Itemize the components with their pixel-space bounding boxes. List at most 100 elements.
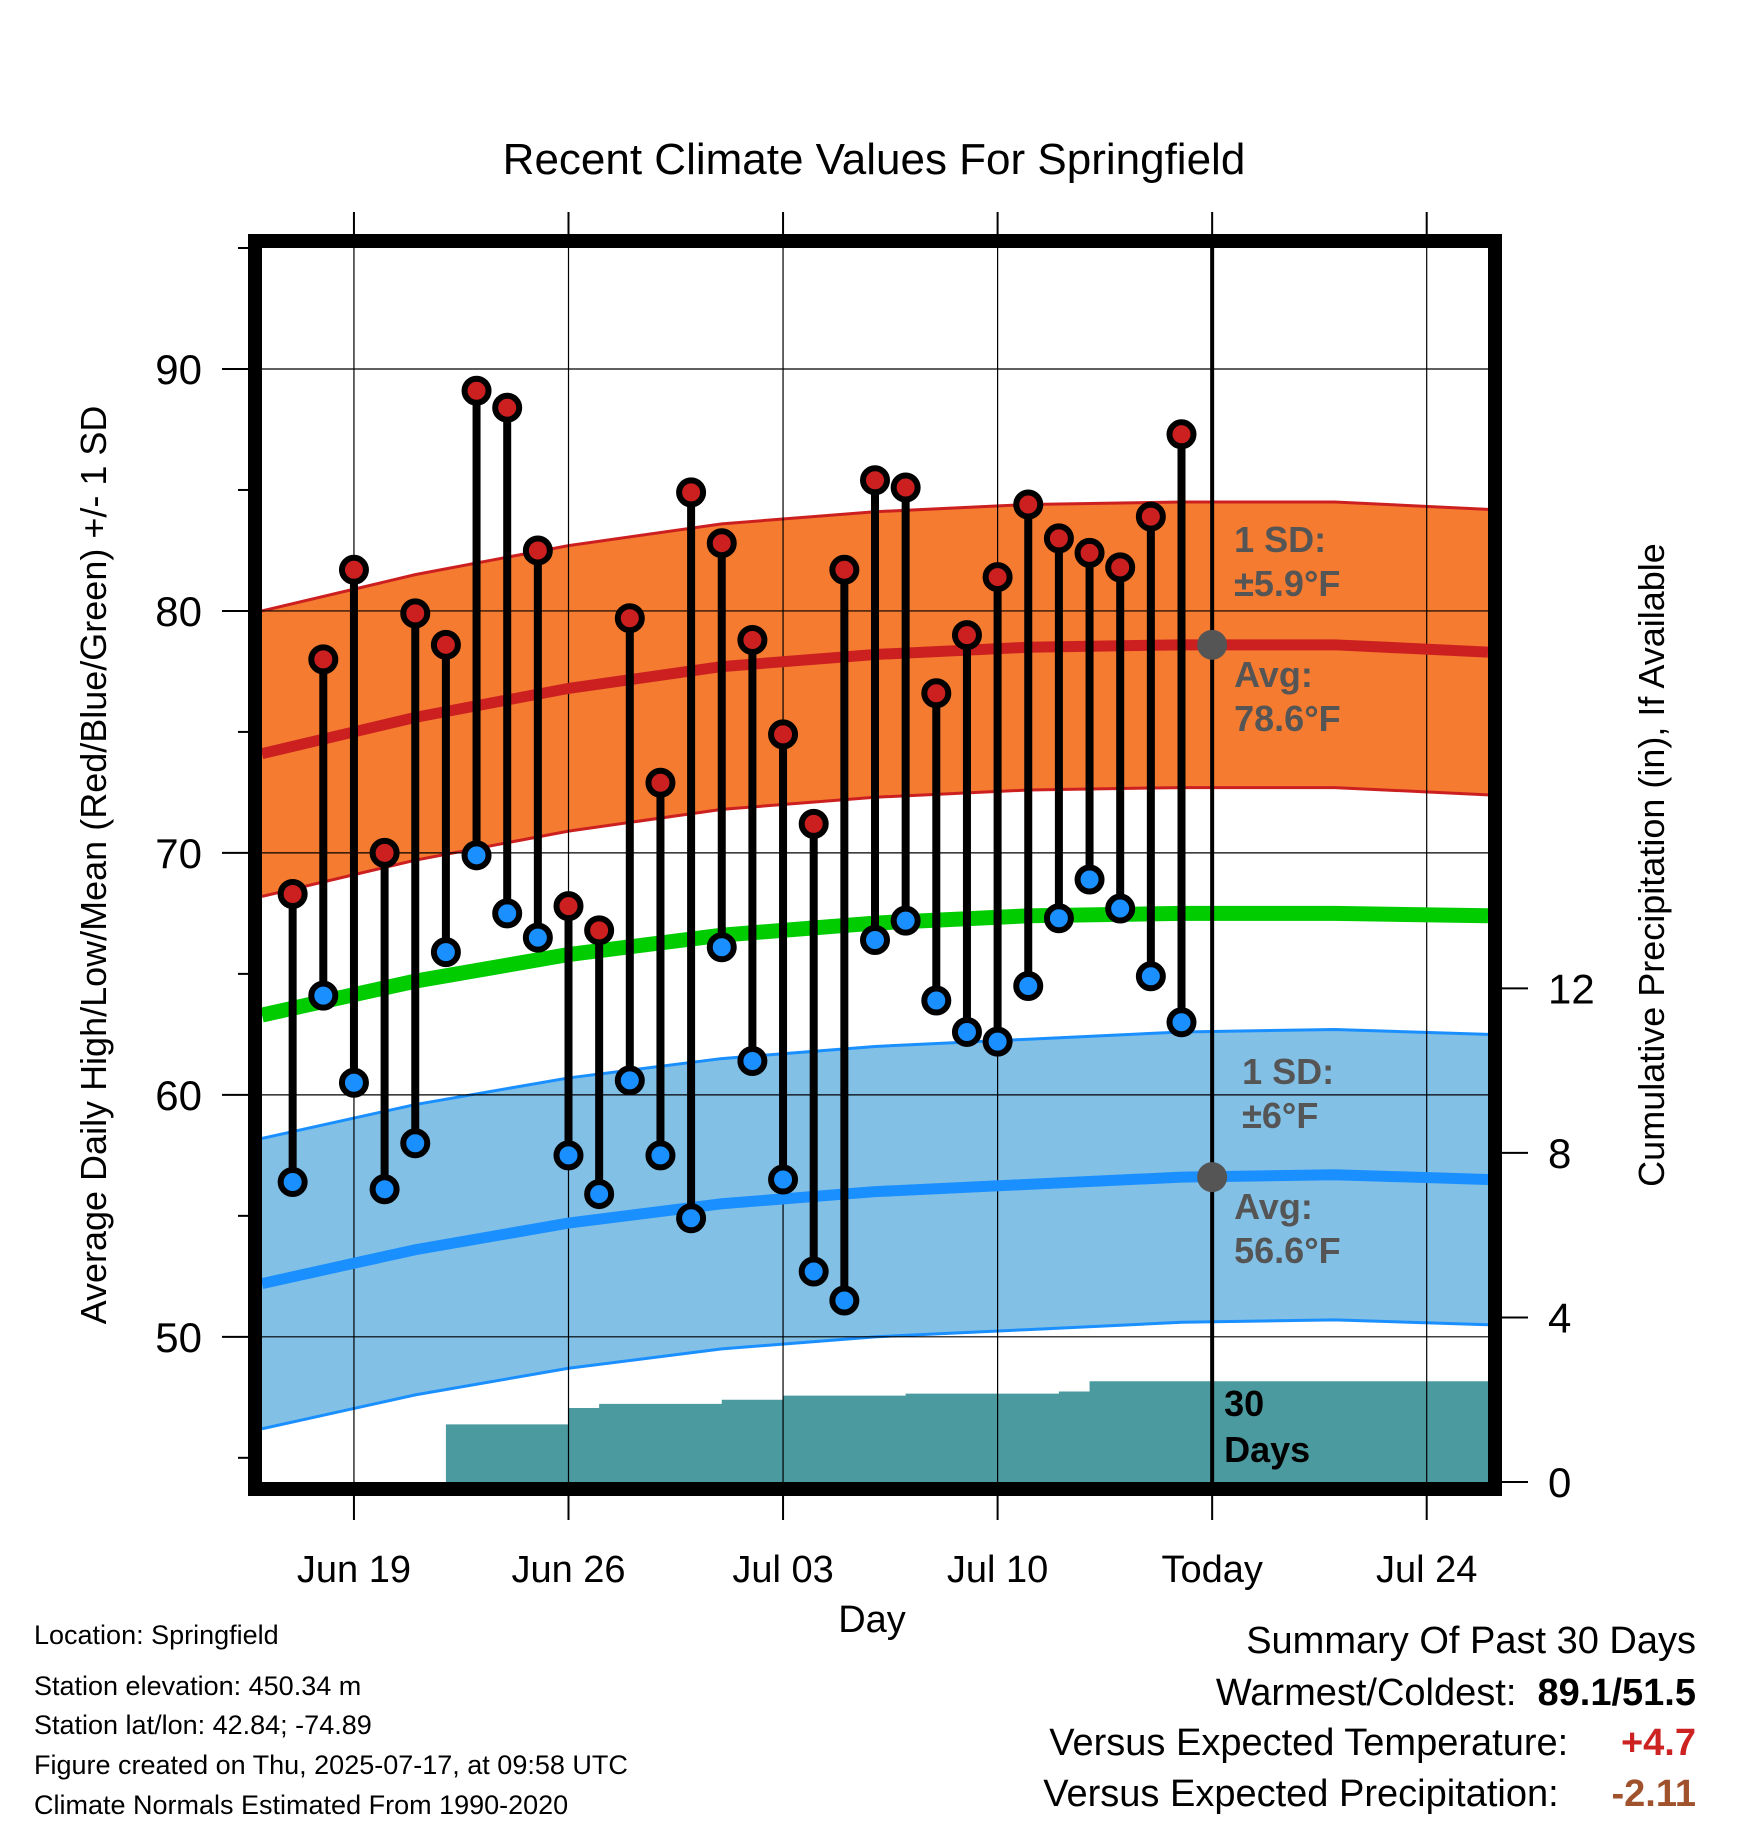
x-tick-label-2: Jul 03 [732,1549,833,1591]
summary-temp-label: Versus Expected Temperature: [1049,1722,1569,1764]
daily-low-point [430,937,461,968]
low-avg-value: 56.6°F [1234,1230,1340,1271]
daily-low-point [921,985,952,1016]
summary-precip-value: -2.11 [1611,1773,1696,1815]
daily-high-point [829,554,860,585]
y-tick-label-70: 70 [155,830,202,877]
summary-warm-cold: Warmest/Coldest: 89.1/51.5 [1216,1672,1696,1715]
precip-area [353,1381,1488,1482]
normal-low-line [262,1169,1488,1289]
daily-high-point [951,620,982,651]
daily-low-point [737,1045,768,1076]
low-sd-label: 1 SD: [1242,1051,1334,1092]
summary-temp-value: +4.7 [1620,1722,1696,1764]
low-avg-label: Avg: [1234,1186,1313,1227]
high-sd-label: 1 SD: [1234,519,1326,560]
daily-high-point [522,535,553,566]
daily-low-point [584,1179,615,1210]
y-tick-label-80: 80 [155,588,202,635]
daily-low-point [982,1026,1013,1057]
daily-low-point [1135,961,1166,992]
daily-high-point [645,767,676,798]
y-axis-label: Average Daily High/Low/Mean (Red/Blue/Gr… [73,406,114,1325]
daily-low-point [645,1140,676,1171]
daily-high-point [492,392,523,423]
summary-warm-cold-value: 89.1/51.5 [1537,1672,1696,1714]
summary-heading: Summary Of Past 30 Days [1246,1620,1696,1662]
info-normals: Climate Normals Estimated From 1990-2020 [34,1790,569,1820]
daily-high-point [737,624,768,655]
daily-low-point [553,1140,584,1171]
daily-high-point [1135,501,1166,532]
daily-high-point [890,472,921,503]
daily-low-point [890,905,921,936]
daily-low-point [492,898,523,929]
x-tick-label-1: Jun 26 [511,1549,625,1591]
summary-warm-cold-label: Warmest/Coldest: [1215,1672,1517,1714]
daily-high-point [461,375,492,406]
x-tick-label-0: Jun 19 [297,1549,411,1591]
daily-high-point [338,554,369,585]
precip-days-label-2: Days [1224,1429,1310,1470]
daily-low-point [461,840,492,871]
daily-high-point [676,477,707,508]
info-elevation: Station elevation: 450.34 m [34,1671,362,1701]
daily-high-point [553,891,584,922]
daily-high-point [400,598,431,629]
daily-high-point [860,465,890,496]
daily-low-point [829,1285,860,1316]
info-latlon: Station lat/lon: 42.84; -74.89 [34,1710,372,1740]
daily-low-point [860,925,890,956]
today-high-avg-marker [1197,629,1228,660]
today-low-avg-marker [1197,1162,1228,1193]
y2-tick-label-8: 8 [1548,1130,1571,1177]
x-tick-label-5: Jul 24 [1376,1549,1477,1591]
daily-high-point [614,603,645,634]
y-tick-label-60: 60 [155,1072,202,1119]
daily-low-point [277,1166,308,1197]
daily-high-point [768,719,799,750]
daily-high-point [798,808,829,839]
daily-low-point [798,1256,829,1287]
daily-low-point [522,922,553,953]
daily-high-point [308,644,339,675]
daily-low-point [1043,903,1074,934]
daily-low-point [676,1203,707,1234]
high-sd-value: ±5.9°F [1234,563,1340,604]
daily-low-point [308,980,339,1011]
low-sd-band-upper-edge [262,1028,1488,1140]
daily-low-point [338,1067,369,1098]
precip-days-label-1: 30 [1224,1383,1264,1424]
daily-high-point [706,528,737,559]
summary-precip: Versus Expected Precipitation: -2.11 [1043,1773,1696,1816]
daily-low-point [1074,864,1105,895]
daily-high-point [1074,537,1105,568]
daily-low-point [614,1065,645,1096]
daily-low-point [369,1174,400,1205]
daily-high-point [1043,523,1074,554]
summary-temp: Versus Expected Temperature: +4.7 [1049,1722,1696,1765]
daily-high-point [277,879,308,910]
high-avg-value: 78.6°F [1234,698,1340,739]
y2-axis-label: Cumulative Precipitation (in), If Availa… [1631,543,1672,1187]
high-avg-label: Avg: [1234,654,1313,695]
summary-precip-label: Versus Expected Precipitation: [1043,1773,1559,1815]
daily-high-point [982,562,1013,593]
info-location: Location: Springfield [34,1620,279,1650]
daily-low-point [951,1016,982,1047]
daily-low-point [400,1128,431,1159]
x-tick-label-4: Today [1161,1549,1262,1591]
daily-low-point [1105,893,1136,924]
y2-tick-label-12: 12 [1548,965,1595,1012]
low-sd-value: ±6°F [1242,1095,1318,1136]
y-tick-label-50: 50 [155,1314,202,1361]
daily-low-point [768,1164,799,1195]
daily-high-point [1105,552,1136,583]
info-created: Figure created on Thu, 2025-07-17, at 09… [34,1750,628,1780]
x-tick-label-3: Jul 10 [947,1549,1048,1591]
daily-low-point [1013,970,1044,1001]
